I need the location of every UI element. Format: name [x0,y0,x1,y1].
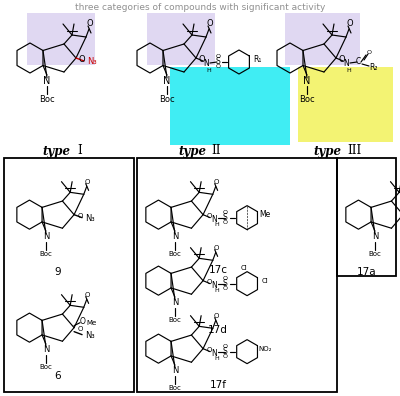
Text: O: O [214,179,219,185]
Text: three categories of compounds with significant activity: three categories of compounds with signi… [75,4,325,13]
Text: S: S [223,279,228,288]
Text: N: N [211,215,217,224]
Text: O: O [79,55,85,63]
Text: N: N [211,281,217,290]
Text: Cl: Cl [241,265,248,270]
Text: N: N [203,59,209,69]
Text: H: H [215,222,220,227]
Text: O: O [207,19,213,29]
Text: O: O [199,55,205,63]
Text: III: III [347,145,361,158]
Text: O: O [85,179,90,185]
Bar [298,67,393,142]
Text: NO₂: NO₂ [258,346,272,352]
Text: H: H [347,67,351,72]
Text: O: O [222,210,228,215]
Text: S: S [216,57,220,67]
Bar [27,13,95,65]
Text: O: O [214,245,219,251]
Text: H: H [215,288,220,293]
Text: O: O [77,326,82,331]
Text: O: O [216,55,220,59]
Text: Boc: Boc [168,251,181,257]
Text: N: N [163,76,171,86]
Text: C: C [355,57,361,67]
Text: O: O [79,317,85,326]
Text: O: O [339,55,345,63]
Text: Boc: Boc [40,364,52,370]
Text: 17a: 17a [357,267,377,277]
Text: O: O [85,292,90,298]
Text: N: N [43,345,49,354]
Text: 17f: 17f [210,380,226,390]
Text: O: O [222,344,228,349]
Text: N: N [343,59,349,69]
Text: Boc: Boc [40,251,52,257]
Text: O: O [366,50,372,55]
Text: N₃: N₃ [85,331,95,340]
Text: H: H [215,356,220,361]
Text: N: N [211,349,217,358]
Text: 17c: 17c [208,265,228,275]
Text: S: S [223,213,228,222]
Text: N: N [172,366,178,375]
Text: N: N [43,76,51,86]
Text: type: type [178,145,206,158]
Text: Boc: Boc [168,318,181,324]
Text: H: H [207,67,211,72]
Text: II: II [211,145,221,158]
Text: O: O [222,276,228,281]
Text: R₁: R₁ [253,55,261,63]
Text: O: O [222,354,228,359]
Text: Cl: Cl [262,278,268,284]
Text: type: type [313,145,341,158]
Text: O: O [77,213,82,219]
Text: O: O [206,213,212,219]
Text: O: O [347,19,353,29]
Bar [147,13,215,65]
Bar [137,158,337,392]
Text: N₃: N₃ [85,214,95,223]
Text: N: N [43,232,49,242]
Text: S: S [223,347,228,356]
Text: R₂: R₂ [370,63,378,72]
Text: O: O [87,19,93,29]
Text: O: O [222,220,228,225]
Text: O: O [216,65,220,70]
Text: N: N [303,76,311,86]
Text: O: O [206,346,212,352]
Text: O: O [222,286,228,291]
Text: Me: Me [86,320,96,326]
Text: 6: 6 [55,371,61,381]
Text: Boc: Boc [368,251,381,257]
Text: N: N [172,299,178,307]
Text: Boc: Boc [39,95,55,103]
Text: Boc: Boc [299,95,315,103]
Text: I: I [78,145,82,158]
Bar [170,67,290,145]
Text: 9: 9 [55,267,61,277]
Text: N: N [372,232,378,242]
Text: type: type [42,145,70,158]
Text: Boc: Boc [159,95,175,103]
Text: 17d: 17d [208,325,228,335]
Text: N: N [172,232,178,242]
Text: O: O [214,313,219,319]
Text: O: O [206,279,212,285]
Text: Boc: Boc [168,385,181,391]
Text: N₃: N₃ [87,57,97,67]
Bar [4,158,134,392]
Bar [337,158,396,276]
Bar [285,13,360,65]
Text: Me: Me [260,210,271,219]
